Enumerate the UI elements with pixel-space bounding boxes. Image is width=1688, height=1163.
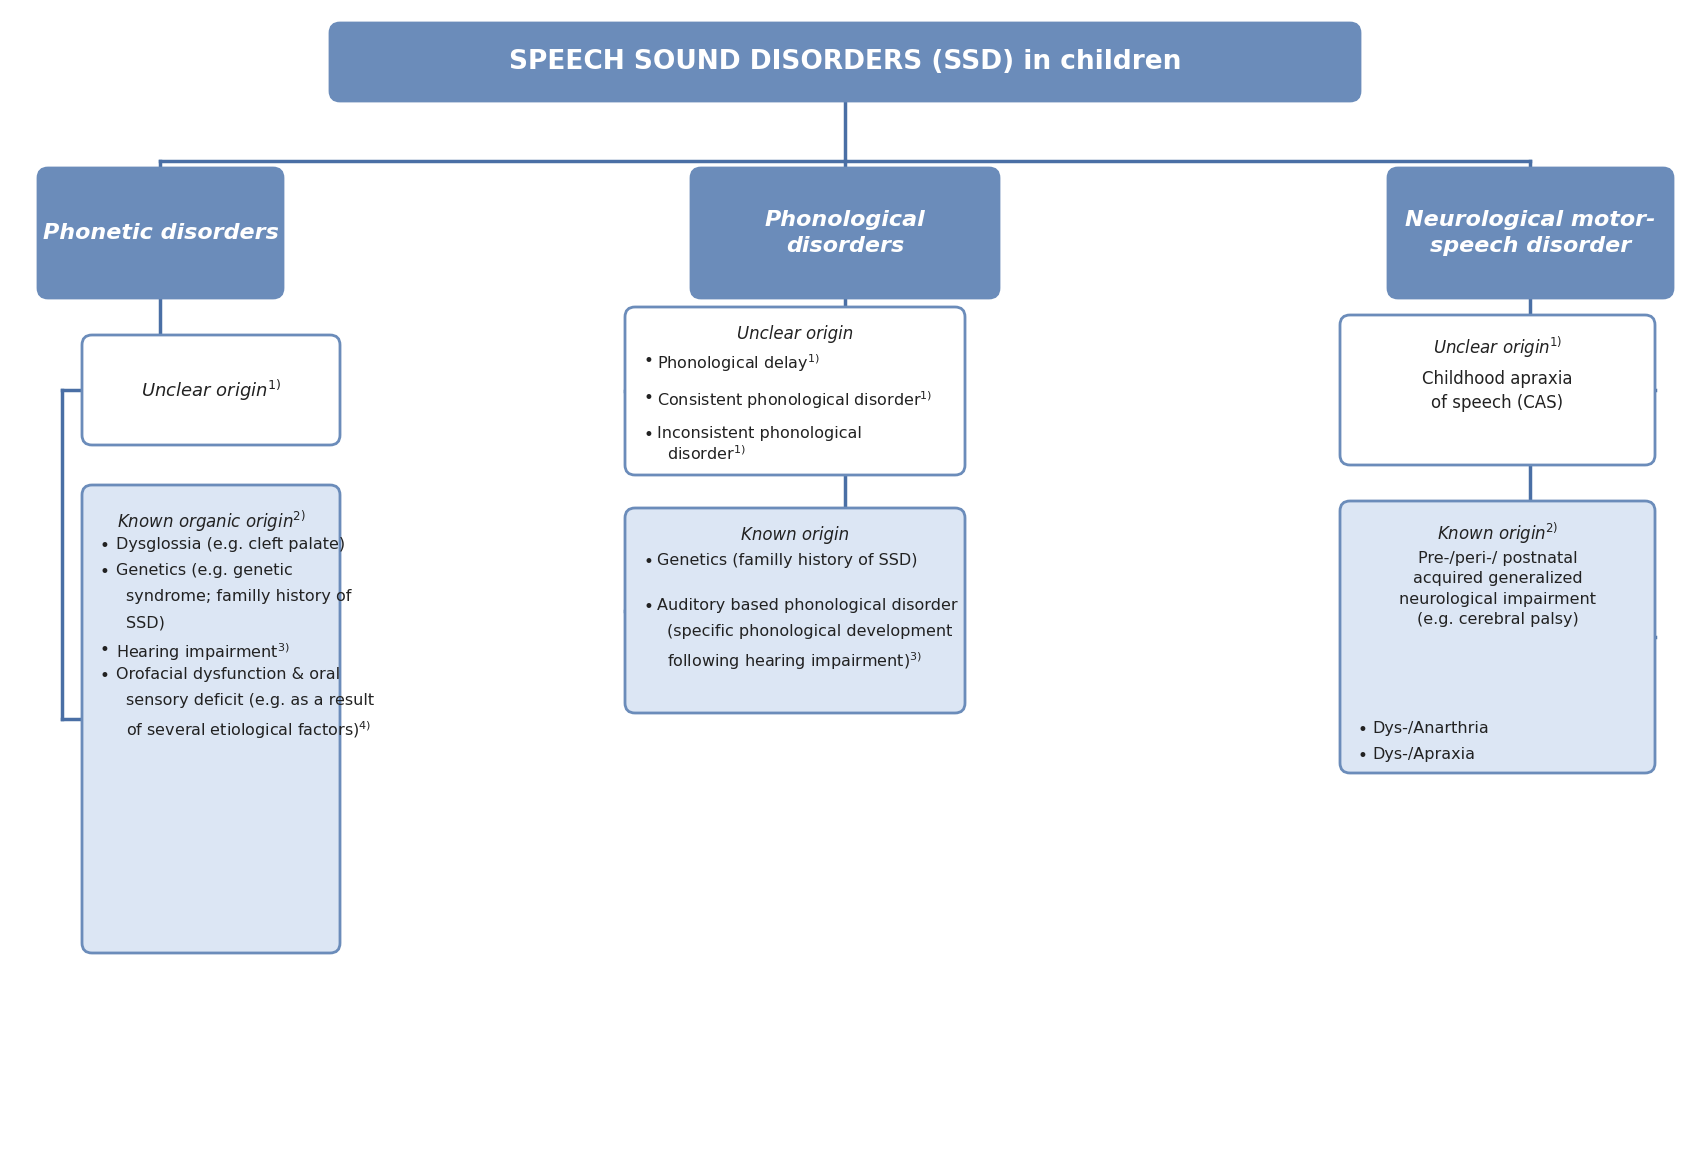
Text: Genetics (e.g. genetic: Genetics (e.g. genetic bbox=[116, 563, 292, 578]
Text: (specific phonological development: (specific phonological development bbox=[667, 625, 952, 638]
Text: Childhood apraxia
of speech (CAS): Childhood apraxia of speech (CAS) bbox=[1423, 370, 1573, 412]
Text: •: • bbox=[100, 537, 110, 555]
Text: •: • bbox=[1359, 721, 1367, 739]
Text: •: • bbox=[643, 552, 653, 571]
FancyBboxPatch shape bbox=[625, 508, 966, 713]
Text: Phonological
disorders: Phonological disorders bbox=[765, 209, 925, 256]
Text: Hearing impairment$^{3)}$: Hearing impairment$^{3)}$ bbox=[116, 641, 290, 663]
Text: Inconsistent phonological
  disorder$^{1)}$: Inconsistent phonological disorder$^{1)}… bbox=[657, 426, 863, 463]
Text: Known origin$^{2)}$: Known origin$^{2)}$ bbox=[1436, 521, 1558, 547]
Text: •: • bbox=[643, 426, 653, 444]
Text: of several etiological factors)$^{4)}$: of several etiological factors)$^{4)}$ bbox=[127, 719, 371, 741]
FancyBboxPatch shape bbox=[329, 23, 1361, 101]
Text: Orofacial dysfunction & oral: Orofacial dysfunction & oral bbox=[116, 668, 339, 682]
FancyBboxPatch shape bbox=[83, 335, 339, 445]
Text: following hearing impairment)$^{3)}$: following hearing impairment)$^{3)}$ bbox=[667, 650, 922, 672]
FancyBboxPatch shape bbox=[625, 307, 966, 475]
FancyBboxPatch shape bbox=[1340, 315, 1654, 465]
Text: sensory deficit (e.g. as a result: sensory deficit (e.g. as a result bbox=[127, 693, 375, 708]
Text: Dys-/Anarthria: Dys-/Anarthria bbox=[1372, 721, 1489, 736]
Text: Auditory based phonological disorder: Auditory based phonological disorder bbox=[657, 598, 957, 613]
Text: •: • bbox=[100, 641, 110, 659]
Text: Phonetic disorders: Phonetic disorders bbox=[42, 223, 279, 243]
FancyBboxPatch shape bbox=[83, 485, 339, 952]
Text: Dys-/Apraxia: Dys-/Apraxia bbox=[1372, 747, 1475, 762]
Text: SPEECH SOUND DISORDERS (SSD) in children: SPEECH SOUND DISORDERS (SSD) in children bbox=[508, 49, 1182, 74]
Text: Unclear origin: Unclear origin bbox=[738, 324, 852, 343]
FancyBboxPatch shape bbox=[1388, 167, 1673, 298]
FancyBboxPatch shape bbox=[39, 167, 284, 298]
Text: •: • bbox=[100, 563, 110, 582]
Text: Unclear origin$^{1)}$: Unclear origin$^{1)}$ bbox=[142, 378, 280, 402]
Text: Phonological delay$^{1)}$: Phonological delay$^{1)}$ bbox=[657, 352, 820, 373]
Text: Dysglossia (e.g. cleft palate): Dysglossia (e.g. cleft palate) bbox=[116, 537, 344, 552]
Text: Known organic origin$^{2)}$: Known organic origin$^{2)}$ bbox=[116, 509, 306, 534]
Text: Genetics (familly history of SSD): Genetics (familly history of SSD) bbox=[657, 552, 918, 568]
Text: Unclear origin$^{1)}$: Unclear origin$^{1)}$ bbox=[1433, 335, 1561, 361]
Text: •: • bbox=[100, 668, 110, 685]
FancyBboxPatch shape bbox=[690, 167, 999, 298]
Text: •: • bbox=[643, 598, 653, 616]
Text: Known origin: Known origin bbox=[741, 526, 849, 544]
Text: Consistent phonological disorder$^{1)}$: Consistent phonological disorder$^{1)}$ bbox=[657, 388, 932, 411]
Text: •: • bbox=[1359, 747, 1367, 765]
Text: •: • bbox=[643, 352, 653, 370]
Text: syndrome; familly history of: syndrome; familly history of bbox=[127, 588, 351, 604]
Text: •: • bbox=[643, 388, 653, 407]
Text: Pre-/peri-/ postnatal
acquired generalized
neurological impairment
(e.g. cerebra: Pre-/peri-/ postnatal acquired generaliz… bbox=[1399, 551, 1595, 627]
FancyBboxPatch shape bbox=[1340, 501, 1654, 773]
Text: Neurological motor-
speech disorder: Neurological motor- speech disorder bbox=[1406, 209, 1656, 256]
Text: SSD): SSD) bbox=[127, 615, 165, 630]
